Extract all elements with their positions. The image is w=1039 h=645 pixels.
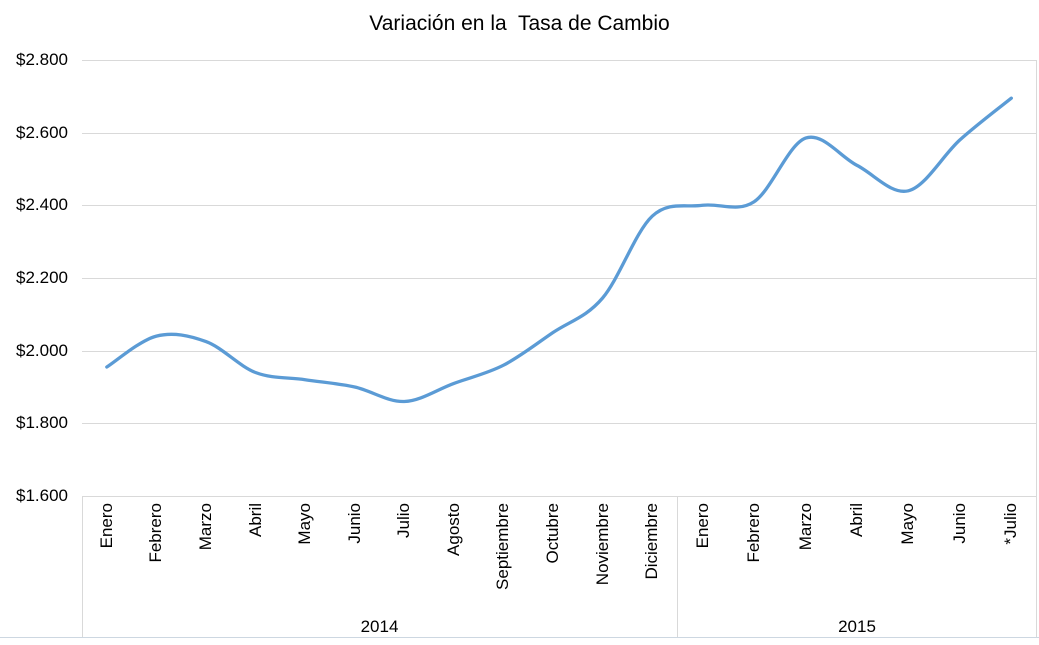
- gridline: [82, 350, 1037, 352]
- gridline: [82, 423, 1037, 425]
- gridline: [82, 278, 1037, 279]
- chart-title: Variación en la Tasa de Cambio: [369, 12, 670, 35]
- year-separator-line: [677, 496, 678, 638]
- y-axis-tick-label: $2.600: [16, 122, 68, 142]
- exchange-rate-line: [105, 96, 1013, 404]
- y-axis-tick-label: $2.400: [16, 195, 68, 215]
- year-label-2015: 2015: [838, 617, 876, 636]
- year-label-2014: 2014: [360, 617, 399, 636]
- gridline: [82, 132, 1037, 134]
- plot-border-right: [1036, 60, 1037, 638]
- y-axis-tick-label: $1.800: [16, 413, 68, 433]
- y-axis-tick-label: $2.800: [16, 50, 68, 69]
- chart-bottom-border: [0, 637, 1039, 638]
- y-axis-tick-label: $2.000: [16, 340, 68, 360]
- y-axis-tick-label: $2.200: [16, 268, 68, 287]
- axis-border-left: [82, 496, 83, 638]
- gridline: [82, 60, 1037, 61]
- y-axis-tick-label: $1.600: [16, 486, 68, 505]
- gridline: [82, 496, 1037, 497]
- gridline: [82, 205, 1037, 207]
